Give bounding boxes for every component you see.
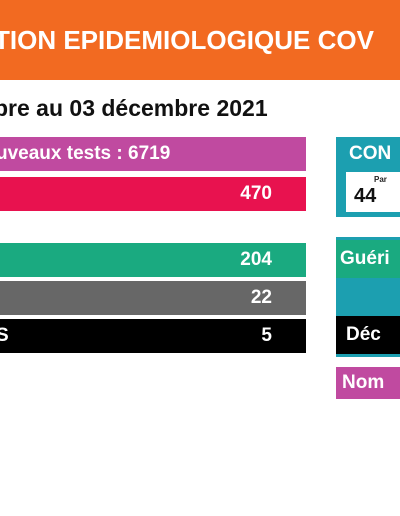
gray-stat-bar: 22: [0, 281, 306, 315]
panel-spacer-2: [336, 357, 400, 369]
count-label: Nom: [342, 372, 385, 393]
black-stat-bar: S 5: [0, 319, 306, 353]
panel-spacer: [336, 217, 400, 237]
positive-cases-value: 470: [240, 183, 272, 204]
header-title: TION EPIDEMIOLOGIQUE COV: [0, 25, 374, 55]
count-label-box: Nom: [336, 367, 400, 399]
black-stat-value: 5: [261, 325, 272, 346]
positive-cases-bar: 470: [0, 177, 306, 211]
green-stat-bar: 204: [0, 243, 306, 277]
green-stat-value: 204: [240, 249, 272, 270]
new-tests-label: uveaux tests : 6719: [0, 143, 171, 164]
panel-card-caption: Par: [374, 175, 387, 184]
cumulative-panel: CON Par 44 Guéri Déc Nom: [336, 137, 400, 399]
panel-title: CON: [349, 143, 392, 164]
recovered-label: Guéri: [340, 248, 390, 269]
report-date: bre au 03 décembre 2021: [0, 95, 268, 121]
new-tests-bar: uveaux tests : 6719: [0, 137, 306, 171]
black-stat-label: S: [0, 325, 9, 346]
deaths-label-box: Déc: [336, 316, 400, 354]
recovered-label-box: Guéri: [336, 240, 400, 278]
header-banner: TION EPIDEMIOLOGIQUE COV: [0, 0, 400, 80]
deaths-label: Déc: [346, 324, 381, 345]
panel-card-number: 44: [354, 185, 377, 207]
gray-stat-value: 22: [250, 287, 272, 308]
panel-card: Par 44: [346, 172, 400, 212]
